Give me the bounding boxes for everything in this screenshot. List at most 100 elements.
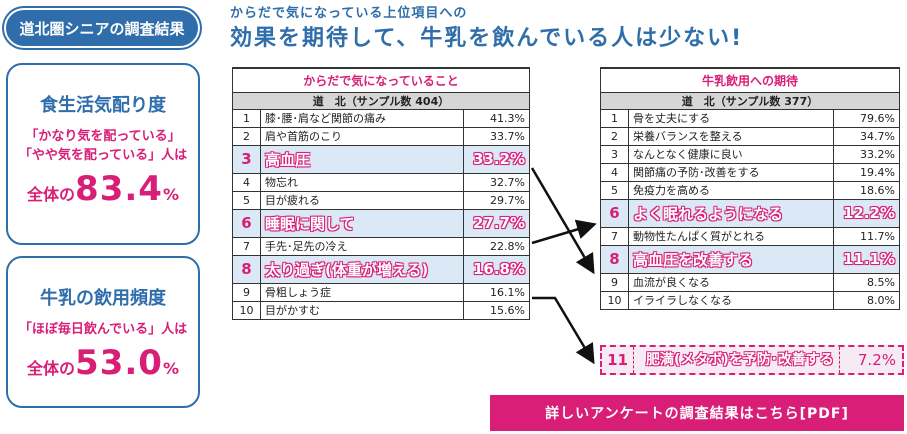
cell-label: 物忘れ xyxy=(260,172,464,192)
cell-label: 睡眠に関して xyxy=(260,208,464,238)
milk-frequency-prefix: 全体の xyxy=(27,359,76,378)
table-row: 9 血流が良くなる 8.5% xyxy=(600,272,900,292)
table-row: 7 動物性たんぱく質がとれる 11.7% xyxy=(600,226,900,246)
diet-care-line1: 「かなり気を配っている」 xyxy=(25,129,181,144)
cell-rank: 2 xyxy=(232,126,261,146)
cell-value: 8.0% xyxy=(833,290,900,310)
table-row: 2 肩や首筋のこり 33.7% xyxy=(232,126,530,146)
diet-care-card: 食生活気配り度 「かなり気を配っている」 「やや気を配っている」人は 全体の83… xyxy=(6,63,200,245)
region-badge: 道北圏シニアの調査結果 xyxy=(4,8,200,48)
cell-value: 11.7% xyxy=(833,226,900,246)
cell-label: 関節痛の予防･改善をする xyxy=(628,162,834,182)
cell-label: よく眠れるようになる xyxy=(628,198,834,228)
milk-frequency-line1: 「ほぼ毎日飲んでいる」人は xyxy=(18,322,188,337)
cell-rank: 5 xyxy=(232,190,261,210)
table-row: 10 イライラしなくなる 8.0% xyxy=(600,290,900,310)
table-row: 9 骨粗しょう症 16.1% xyxy=(232,282,530,302)
milk-frequency-title: 牛乳の飲用頻度 xyxy=(40,288,166,309)
cell-rank: 3 xyxy=(232,144,261,174)
cell-rank: 4 xyxy=(232,172,261,192)
milk-expectations-title: 牛乳飲用への期待 xyxy=(600,67,900,93)
cell-rank: 10 xyxy=(600,290,629,310)
table-row: 1 膝･腰･肩など関節の痛み 41.3% xyxy=(232,108,530,128)
cell-label: イライラしなくなる xyxy=(628,290,834,310)
cell-label: 動物性たんぱく質がとれる xyxy=(628,226,834,246)
cell-rank: 4 xyxy=(600,162,629,182)
cell-rank: 1 xyxy=(232,108,261,128)
cell-rank: 6 xyxy=(232,208,261,238)
table-row: 8 太り過ぎ(体重が増える) 16.8% xyxy=(232,254,530,284)
table-row: 4 物忘れ 32.7% xyxy=(232,172,530,192)
milk-expectations-table: 牛乳飲用への期待 道 北（サンプル数 377） 1 骨を丈夫にする 79.6% 2 栄養… xyxy=(600,67,900,310)
extra-row-value: 7.2% xyxy=(857,351,896,369)
cell-value: 33.7% xyxy=(463,126,530,146)
cell-label: 骨粗しょう症 xyxy=(260,282,464,302)
table-row: 6 睡眠に関して 27.7% xyxy=(232,208,530,238)
cell-rank: 9 xyxy=(232,282,261,302)
cell-rank: 1 xyxy=(600,108,629,128)
cell-label: 免疫力を高める xyxy=(628,180,834,200)
cell-label: 血流が良くなる xyxy=(628,272,834,292)
cell-rank: 3 xyxy=(600,144,629,164)
main-heading: 効果を期待して、牛乳を飲んでいる人は少ない! xyxy=(230,26,744,51)
cell-rank: 7 xyxy=(600,226,629,246)
table-row: 3 高血圧 33.2% xyxy=(232,144,530,174)
pdf-link-button[interactable]: 詳しいアンケートの調査結果はこちら[PDF] xyxy=(490,395,904,431)
cell-value: 16.1% xyxy=(463,282,530,302)
table-row: 10 目がかすむ 15.6% xyxy=(232,300,530,320)
table-row: 4 関節痛の予防･改善をする 19.4% xyxy=(600,162,900,182)
cell-value: 16.8% xyxy=(463,254,530,284)
table-row: 5 目が疲れる 29.7% xyxy=(232,190,530,210)
arrow-hypertension xyxy=(530,167,595,275)
cell-label: 膝･腰･肩など関節の痛み xyxy=(260,108,464,128)
arrow-sleep xyxy=(531,219,597,245)
diet-care-prefix: 全体の xyxy=(27,185,76,204)
cell-rank: 7 xyxy=(232,236,261,256)
cell-value: 18.6% xyxy=(833,180,900,200)
cell-rank: 10 xyxy=(232,300,261,320)
table-row: 2 栄養バランスを整える 34.7% xyxy=(600,126,900,146)
cell-label: 目がかすむ xyxy=(260,300,464,320)
cell-rank: 6 xyxy=(600,198,629,228)
cell-label: 肩や首筋のこり xyxy=(260,126,464,146)
cell-rank: 2 xyxy=(600,126,629,146)
cell-value: 29.7% xyxy=(463,190,530,210)
diet-care-result: 全体の83.4% xyxy=(8,169,198,209)
milk-frequency-card: 牛乳の飲用頻度 「ほぼ毎日飲んでいる」人は 全体の53.0% xyxy=(6,256,200,408)
body-concerns-sample: 道 北（サンプル数 404） xyxy=(232,91,530,110)
cell-label: 手先･足先の冷え xyxy=(260,236,464,256)
cell-label: 目が疲れる xyxy=(260,190,464,210)
cell-value: 22.8% xyxy=(463,236,530,256)
cell-rank: 5 xyxy=(600,180,629,200)
cell-value: 34.7% xyxy=(833,126,900,146)
cell-value: 33.2% xyxy=(833,144,900,164)
table-row: 8 高血圧を改善する 11.1% xyxy=(600,244,900,274)
cell-value: 79.6% xyxy=(833,108,900,128)
cell-label: 栄養バランスを整える xyxy=(628,126,834,146)
table-row: 7 手先･足先の冷え 22.8% xyxy=(232,236,530,256)
extra-row-11: 11 肥満(メタボ)を予防･改善する 7.2% xyxy=(600,345,904,375)
cell-label: 骨を丈夫にする xyxy=(628,108,834,128)
cell-value: 11.1% xyxy=(833,244,900,274)
milk-expectations-sample: 道 北（サンプル数 377） xyxy=(600,91,900,110)
diet-care-unit: % xyxy=(162,185,179,204)
table-row: 3 なんとなく健康に良い 33.2% xyxy=(600,144,900,164)
extra-row-rank: 11 xyxy=(602,347,634,373)
diet-care-value: 83.4 xyxy=(75,169,163,209)
milk-frequency-result: 全体の53.0% xyxy=(8,343,198,383)
sub-heading: からだで気になっている上位項目への xyxy=(230,6,468,21)
cell-value: 32.7% xyxy=(463,172,530,192)
cell-label: 太り過ぎ(体重が増える) xyxy=(260,254,464,284)
table-row: 1 骨を丈夫にする 79.6% xyxy=(600,108,900,128)
table-row: 6 よく眠れるようになる 12.2% xyxy=(600,198,900,228)
cell-value: 27.7% xyxy=(463,208,530,238)
diet-care-title: 食生活気配り度 xyxy=(40,95,166,116)
cell-rank: 8 xyxy=(600,244,629,274)
cell-label: 高血圧を改善する xyxy=(628,244,834,274)
extra-row-label: 肥満(メタボ)を予防･改善する xyxy=(634,347,840,373)
cell-value: 41.3% xyxy=(463,108,530,128)
cell-value: 19.4% xyxy=(833,162,900,182)
milk-frequency-value: 53.0 xyxy=(75,343,163,383)
diet-care-line2: 「やや気を配っている」人は xyxy=(18,148,188,163)
milk-frequency-unit: % xyxy=(162,359,179,378)
